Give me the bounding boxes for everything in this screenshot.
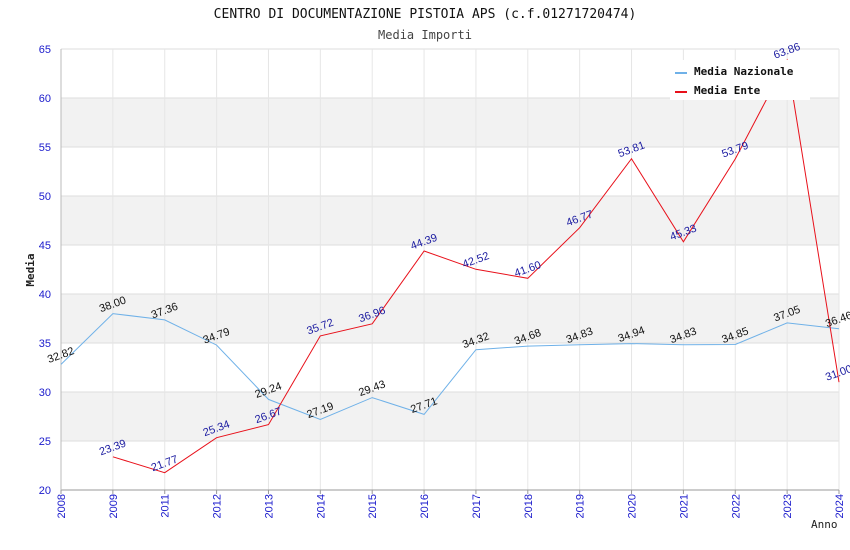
plot-bands [61,98,839,441]
x-tick-label: 2015 [367,494,379,518]
x-tick-label: 2024 [834,494,846,518]
legend-entry: Media Ente [694,84,761,97]
legend-entry: Media Nazionale [694,65,794,78]
x-tick-label: 2021 [678,494,690,518]
x-tick-label: 2014 [315,494,327,518]
x-tick-label: 2009 [108,494,120,518]
x-tick-label: 2008 [56,494,68,518]
y-tick-label: 65 [39,44,51,56]
grid-band [61,98,839,147]
plot-grid [60,48,840,494]
grid-band [61,294,839,343]
x-axis-label: Anno [811,518,838,531]
x-tick-label: 2011 [160,494,172,518]
y-tick-label: 25 [39,436,51,448]
y-tick-label: 55 [39,142,51,154]
x-tick-label: 2023 [782,494,794,518]
x-tick-label: 2012 [212,494,224,518]
grid-band [61,392,839,441]
series-lines [60,58,840,474]
y-axis-ticks: 20 25 30 35 40 45 50 55 60 65 [39,44,51,497]
x-tick-label: 2020 [627,494,639,518]
x-tick-label: 2022 [730,494,742,518]
y-tick-label: 60 [39,93,51,105]
y-tick-label: 45 [39,240,51,252]
chart-subtitle: Media Importi [378,28,472,42]
grid-band [61,196,839,245]
x-tick-label: 2016 [419,494,431,518]
x-tick-label: 2018 [523,494,535,518]
legend: Media Nazionale Media Ente [670,60,810,100]
y-tick-label: 35 [39,338,51,350]
x-tick-label: 2019 [575,494,587,518]
y-axis-label: Media [24,253,37,286]
x-tick-label: 2013 [263,494,275,518]
series-line-media-ente [112,58,840,474]
legend-box [670,60,810,100]
y-tick-label: 50 [39,191,51,203]
x-axis-ticks: 2008 2009 2011 2012 2013 2014 2015 2016 2017 2018… [56,494,846,518]
series-line-media-nazionale [60,313,840,421]
y-tick-label: 20 [39,485,51,497]
data-label-media-ente: 31.00 [824,363,850,384]
x-tick-label: 2017 [471,494,483,518]
y-tick-label: 40 [39,289,51,301]
chart-title: CENTRO DI DOCUMENTAZIONE PISTOIA APS (c.… [214,7,637,22]
y-tick-label: 30 [39,387,51,399]
